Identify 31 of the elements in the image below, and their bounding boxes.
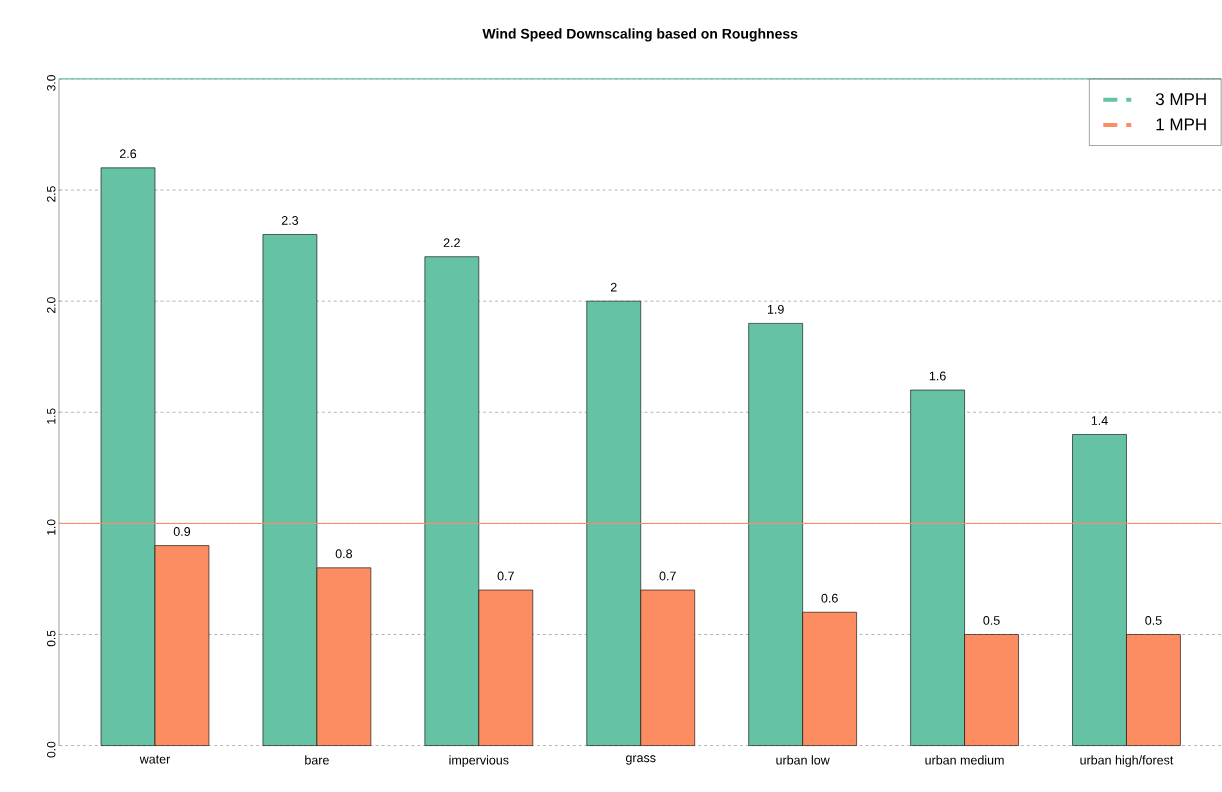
data-label: 0.8 [335, 549, 353, 559]
x-tick-label: urban high/forest [1080, 755, 1174, 768]
y-tick-label: 0.0 [46, 741, 56, 758]
data-label: 2.3 [281, 216, 299, 226]
x-tick-label: impervious [449, 755, 509, 768]
legend-label: 1 MPH [1156, 118, 1206, 131]
data-label: 1.9 [767, 305, 784, 314]
data-label: 0.5 [983, 616, 1000, 626]
data-label: 2.2 [443, 238, 460, 248]
data-label: 2 [610, 283, 617, 292]
data-label: 0.9 [173, 527, 191, 537]
data-label: 1.6 [929, 371, 946, 381]
data-label: 1.4 [1091, 416, 1108, 426]
y-tick-label: 1.0 [46, 519, 56, 535]
x-tick-label: urban medium [925, 755, 1004, 765]
data-label: 2.6 [119, 149, 137, 159]
data-label: 0.5 [1145, 616, 1162, 626]
x-tick-label: urban low [776, 755, 830, 765]
y-tick-label: 0.5 [46, 630, 56, 647]
chart-title: Wind Speed Downscaling based on Roughness [482, 28, 798, 42]
y-tick-label: 2.0 [46, 297, 56, 314]
data-label: 0.7 [497, 571, 514, 581]
x-tick-label: grass [625, 755, 656, 765]
data-label: 0.7 [659, 571, 676, 581]
y-tick-label: 3.0 [46, 75, 56, 92]
y-tick-label: 2.5 [46, 186, 56, 202]
x-tick-label: bare [305, 755, 329, 765]
x-tick-label: water [139, 755, 171, 764]
data-label: 0.6 [821, 594, 838, 603]
legend-label: 3 MPH [1155, 93, 1206, 106]
y-tick-label: 1.5 [47, 408, 56, 424]
